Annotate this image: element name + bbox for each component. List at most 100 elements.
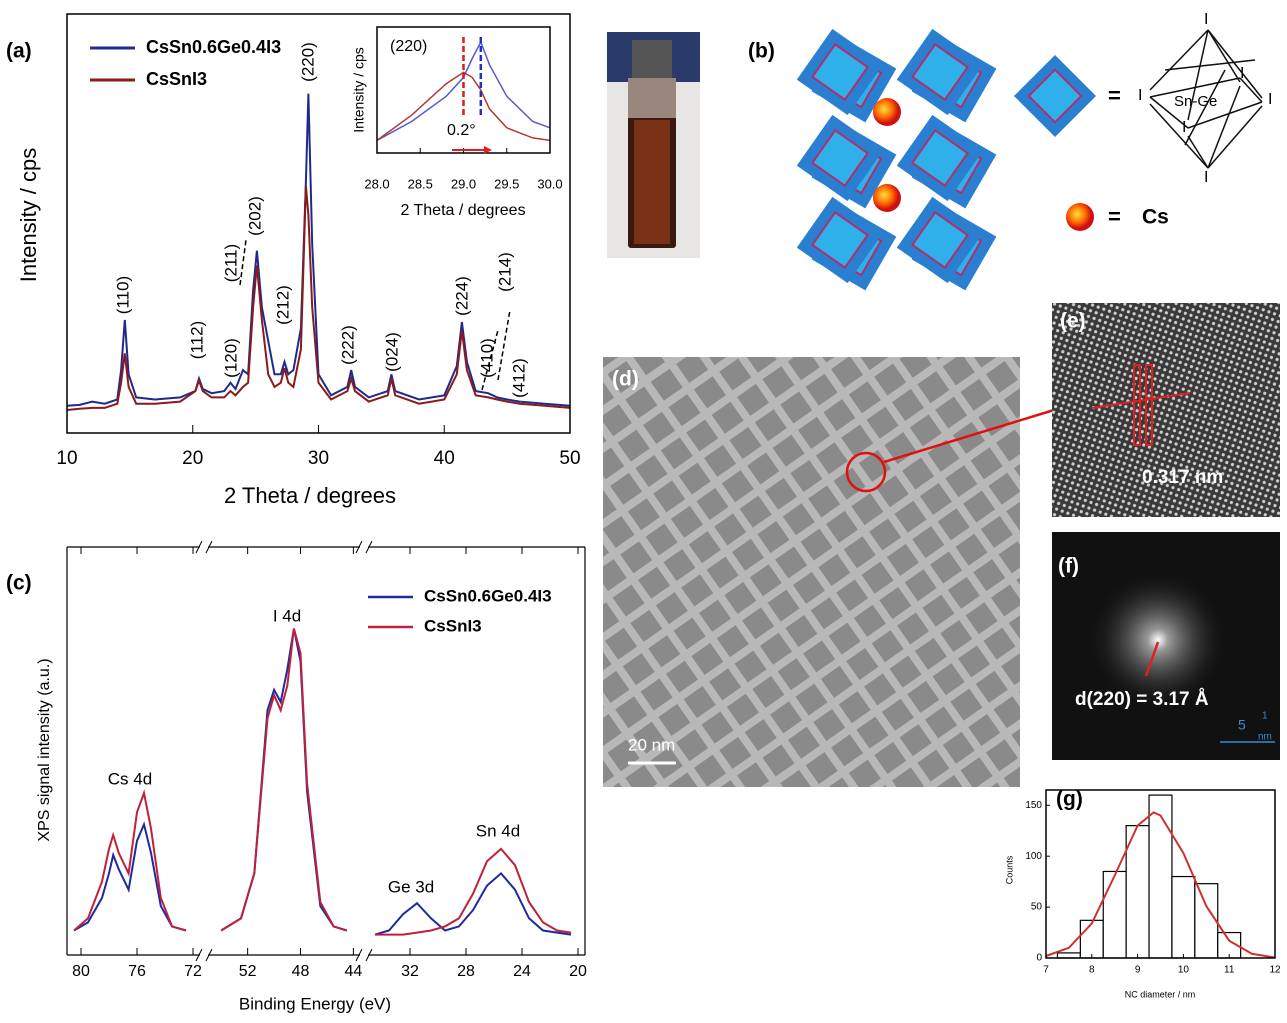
y-axis-label: XPS signal intensity (a.u.) xyxy=(36,658,53,841)
peak-annotation: I 4d xyxy=(273,606,301,625)
hrtem-image xyxy=(1052,303,1280,517)
leader xyxy=(481,329,499,391)
peak-label: (110) xyxy=(113,276,132,314)
x-tick-label: 10 xyxy=(1178,965,1190,976)
fft-label: d(220) = 3.17 Å xyxy=(1075,689,1209,710)
octahedron-core xyxy=(910,42,970,102)
x-tick-label: 50 xyxy=(559,448,580,469)
octahedron-core xyxy=(810,42,870,102)
x-tick-label: 7 xyxy=(1043,965,1049,976)
peak-label: (211) xyxy=(221,244,240,282)
cs-atom xyxy=(873,98,901,126)
fft-scale: 5 xyxy=(1238,717,1246,733)
x-tick-label: 30.0 xyxy=(537,176,562,191)
axis-break xyxy=(195,540,213,554)
y-tick-label: 100 xyxy=(1025,851,1042,862)
inset-line xyxy=(376,71,551,142)
x-tick-label: 9 xyxy=(1135,965,1141,976)
x-axis-label: 2 Theta / degrees xyxy=(224,483,396,508)
x-tick-label: 8 xyxy=(1089,965,1095,976)
legend-label: CsSnI3 xyxy=(146,69,207,89)
zoom-circle xyxy=(845,451,887,493)
x-tick-label: 28 xyxy=(457,963,475,980)
leader xyxy=(239,239,247,286)
peak-label: (112) xyxy=(187,321,206,359)
hist-bar xyxy=(1125,825,1150,959)
fft-center xyxy=(1088,570,1228,710)
octahedron xyxy=(1149,29,1263,169)
inset-line xyxy=(376,40,551,142)
vial-photo xyxy=(607,32,700,258)
peak-label: (412) xyxy=(509,358,528,398)
lattice-marker xyxy=(1091,364,1191,446)
fft-scale-unit: nm xyxy=(1258,732,1272,743)
xps-line xyxy=(73,628,572,936)
cs-atom xyxy=(873,184,901,212)
vertex-label: I xyxy=(1268,91,1272,108)
panel-label: (a) xyxy=(6,40,32,63)
x-tick-label: 10 xyxy=(56,448,77,469)
x-tick-label: 76 xyxy=(128,963,146,980)
hist-bar xyxy=(1102,870,1127,959)
y-tick-label: 0 xyxy=(1036,953,1042,964)
peak-label: (024) xyxy=(382,332,401,372)
panel-label: (d) xyxy=(612,368,639,391)
peak-annotation: Sn 4d xyxy=(476,821,520,840)
cs-atom xyxy=(1066,203,1094,231)
cs-label: Cs xyxy=(1142,206,1169,229)
peak-label: (202) xyxy=(245,196,264,236)
fft-arrow xyxy=(1144,641,1160,677)
axis-break xyxy=(355,540,373,554)
peak-label: (214) xyxy=(495,252,514,292)
fft-scale-unit: 1 xyxy=(1262,711,1268,722)
axis-break xyxy=(195,948,213,962)
hist-bar xyxy=(1171,875,1196,959)
equals: = xyxy=(1108,83,1121,108)
peak-annotation: Ge 3d xyxy=(388,877,434,896)
x-tick-label: 52 xyxy=(239,963,257,980)
axis-break xyxy=(355,948,373,962)
x-tick-label: 40 xyxy=(434,448,455,469)
x-axis-label: Binding Energy (eV) xyxy=(239,994,391,1013)
octahedron-core xyxy=(910,210,970,270)
peak-annotation: Cs 4d xyxy=(108,769,152,788)
x-tick-label: 28.0 xyxy=(364,176,389,191)
x-tick-label: 29.0 xyxy=(451,176,476,191)
x-tick-label: 12 xyxy=(1269,965,1281,976)
x-tick-label: 20 xyxy=(569,963,587,980)
vertex-label: I xyxy=(1204,169,1208,186)
shift-arrowhead xyxy=(484,146,492,154)
y-tick-label: 150 xyxy=(1025,800,1042,811)
x-tick-label: 44 xyxy=(344,963,362,980)
octahedron-core xyxy=(810,128,870,188)
plot-frame xyxy=(1045,789,1276,959)
hist-bar xyxy=(1148,794,1173,959)
panel-label: (f) xyxy=(1058,555,1079,578)
y-axis-label: Counts xyxy=(1004,855,1014,884)
y-axis-label: Intensity / cps xyxy=(16,148,41,283)
shift-label: 0.2° xyxy=(447,122,476,139)
peak-label: (224) xyxy=(452,276,471,316)
fit-line xyxy=(1045,811,1276,959)
hist-bar xyxy=(1079,919,1104,959)
x-tick-label: 29.5 xyxy=(494,176,519,191)
peak-label: (220) xyxy=(298,42,317,82)
vertex-label: I xyxy=(1138,87,1142,104)
x-tick-label: 80 xyxy=(72,963,90,980)
peak-label: (222) xyxy=(338,325,357,365)
leader xyxy=(497,309,511,381)
x-tick-label: 48 xyxy=(292,963,310,980)
x-tick-label: 11 xyxy=(1224,965,1235,976)
peak-label: (410) xyxy=(477,338,496,378)
y-axis-label: Intensity / cps xyxy=(351,47,367,133)
x-tick-label: 72 xyxy=(184,963,202,980)
inset-peak: (220) xyxy=(390,38,427,55)
peak-label: (120) xyxy=(221,338,240,378)
panel-label: (e) xyxy=(1060,310,1086,333)
x-tick-label: 24 xyxy=(513,963,531,980)
octahedron-core xyxy=(1027,68,1083,124)
panel-label: (g) xyxy=(1056,788,1083,811)
zoom-line xyxy=(883,408,1055,464)
legend-label: CsSnI3 xyxy=(424,616,482,635)
